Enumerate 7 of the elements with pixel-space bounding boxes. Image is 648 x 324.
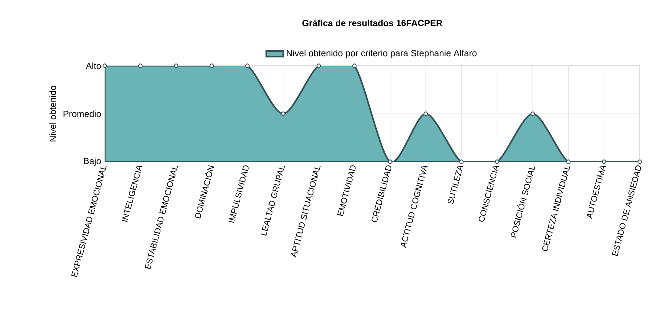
legend-label: Nivel obtenido por criterio para Stephanie Alfaro — [287, 50, 477, 58]
chart-title: Gráfica de resultados 16FACPER — [302, 20, 443, 27]
x-tick-label: LEALTAD GRUPAL — [260, 166, 286, 236]
y-axis-title: Nivel obtenido — [50, 86, 56, 142]
text: Promedio — [64, 110, 102, 118]
text: Bajo — [84, 158, 102, 166]
text: Alto — [86, 62, 102, 70]
